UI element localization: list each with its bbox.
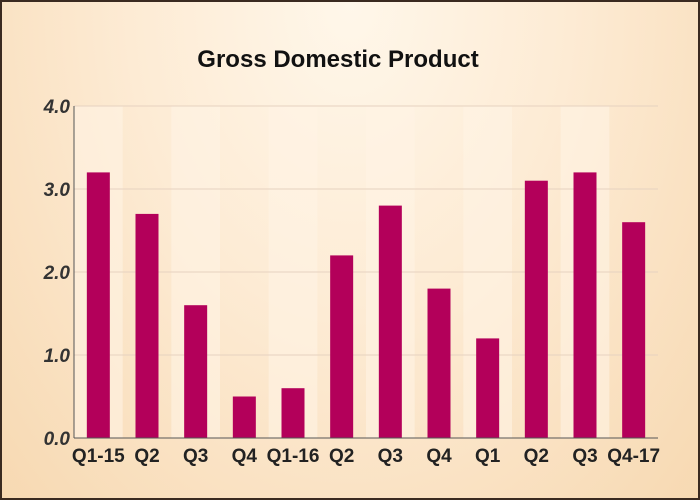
x-tick-label: Q4 (232, 446, 258, 467)
x-tick-label: Q1 (475, 446, 501, 467)
bar (476, 338, 500, 438)
x-tick-label: Q2 (524, 446, 549, 467)
chart-title: Gross Domestic Product (197, 46, 479, 73)
x-tick-label: Q2 (329, 446, 354, 467)
x-tick-label: Q4 (426, 446, 452, 467)
bar (330, 255, 354, 438)
bar (427, 288, 451, 438)
bar (524, 180, 548, 438)
y-tick-label: 1.0 (44, 346, 71, 367)
x-tick-label: Q1-16 (267, 446, 320, 467)
y-tick-label: 3.0 (44, 180, 71, 201)
x-tick-label: Q4-17 (607, 446, 660, 467)
bar (281, 388, 305, 438)
bar (135, 213, 159, 438)
bar (378, 205, 402, 438)
x-tick-label: Q1-15 (72, 446, 125, 467)
bar (573, 172, 597, 438)
bar (622, 222, 646, 438)
bar (184, 305, 208, 438)
bar (232, 396, 256, 438)
x-tick-label: Q3 (378, 446, 403, 467)
y-tick-label: 4.0 (43, 97, 71, 118)
x-tick-label: Q3 (183, 446, 208, 467)
x-tick-label: Q2 (134, 446, 159, 467)
y-tick-label: 0.0 (44, 429, 71, 450)
x-tick-label: Q3 (572, 446, 597, 467)
y-tick-label: 2.0 (43, 263, 71, 284)
bar (86, 172, 110, 438)
